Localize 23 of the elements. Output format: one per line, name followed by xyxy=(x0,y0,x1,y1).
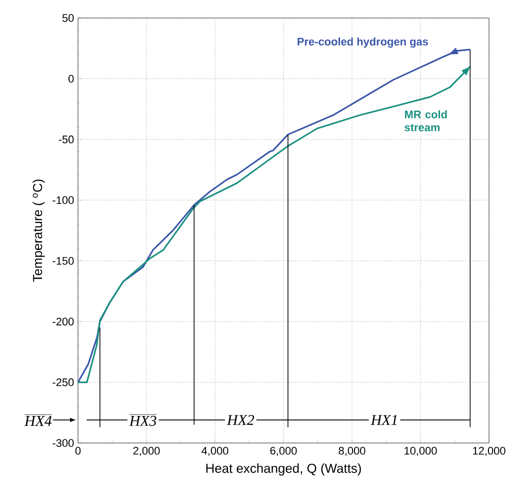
y-tick-label: -300 xyxy=(52,439,74,447)
annotation: HX2 xyxy=(226,414,254,425)
x-tick-label: 0 xyxy=(75,446,81,455)
annotation: HX3 xyxy=(129,416,156,426)
y-axis-title: Temperature ( $^{o}$C) xyxy=(32,180,45,282)
x-axis-title: Heat exchanged, Q (Watts) xyxy=(206,463,361,476)
y-tick-label: -200 xyxy=(52,318,74,326)
annotation: HX1 xyxy=(370,415,397,425)
y-tick-label: -50 xyxy=(58,136,74,144)
x-tick-label: 8,000 xyxy=(338,446,366,456)
x-tick-label: 2,000 xyxy=(133,446,160,456)
series-label: MR cold stream xyxy=(404,110,447,132)
text: HX4 xyxy=(24,416,52,426)
x-tick-label: 10,000 xyxy=(404,446,437,456)
x-tick-label: 12,000 xyxy=(473,446,506,456)
y-tick-label: -150 xyxy=(52,256,74,265)
y-tick-label: -100 xyxy=(52,196,74,204)
x-tick-label: 6,000 xyxy=(270,446,297,456)
y-tick-label: -250 xyxy=(52,378,74,386)
y-tick-label: 0 xyxy=(68,74,74,83)
series-label: Pre-cooled hydrogen gas xyxy=(298,37,428,48)
y-tick-label: 50 xyxy=(62,14,74,22)
x-tick-label: 4,000 xyxy=(202,446,228,456)
